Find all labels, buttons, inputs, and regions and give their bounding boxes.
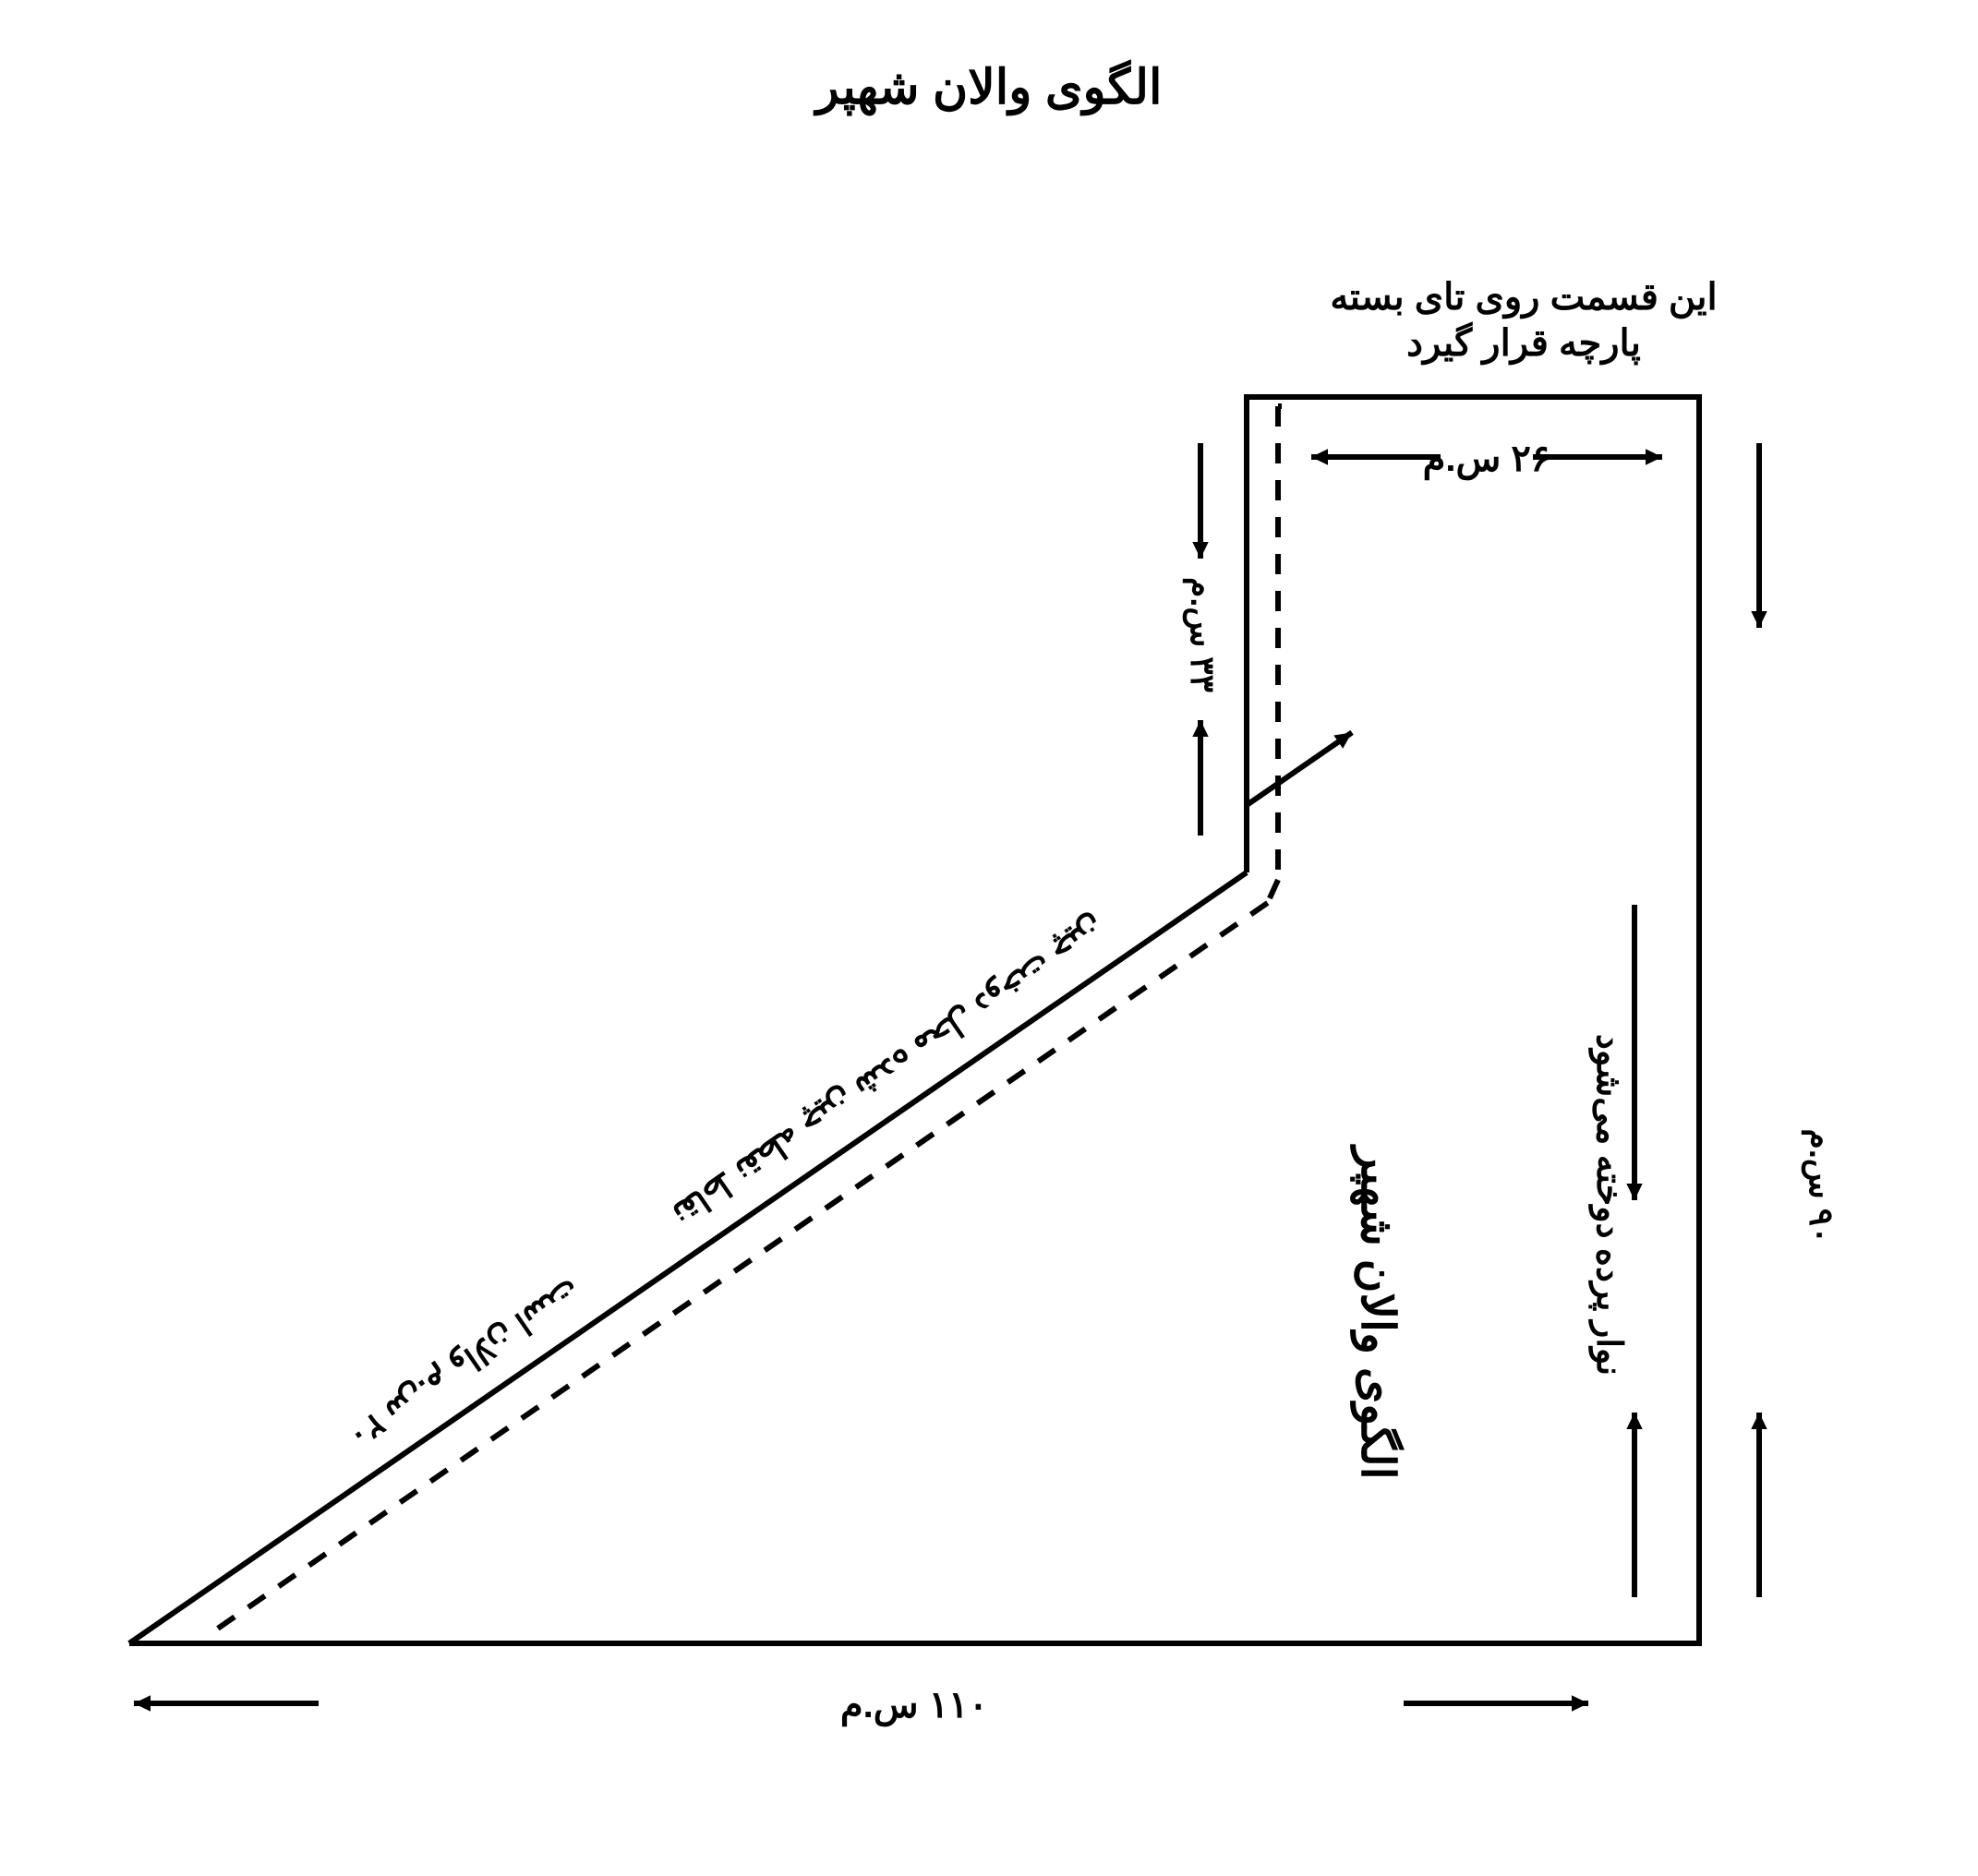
- dim-leftcol: ۳۳ س.م: [1182, 577, 1222, 692]
- dim-bottom: ۱۱۰ س.م: [840, 1685, 988, 1727]
- arrow-leftcol-up-head: [1192, 720, 1208, 737]
- label-tape: نوار پرده دوخته می‌شود: [1587, 1034, 1628, 1376]
- pattern-diagram: این قسمت روی تای بستهپارچه قرار گیرد ۱۱۰ …: [0, 0, 1978, 1876]
- arrow-right-outer-down-head: [1751, 611, 1767, 628]
- dim-right: ۹۰ س.م: [1801, 1129, 1840, 1245]
- dash-knee: [1268, 880, 1278, 903]
- dash-diagonal: [206, 903, 1268, 1637]
- fold-note-1: این قسمت روی تای بسته: [1330, 277, 1717, 319]
- fold-note-2: پارچه قرار گیرد: [1406, 321, 1641, 366]
- dim-top: ۲۶ س.م: [1423, 439, 1551, 481]
- arrow-diag-upper: [1246, 732, 1352, 806]
- arrow-top-left-head: [1311, 449, 1328, 464]
- label-center: الگوی والان شهپر: [1350, 1144, 1405, 1479]
- pattern-outline-diag: [129, 872, 1247, 1643]
- arrow-leftcol-down-head: [1192, 542, 1208, 559]
- arrow-right-inner-up-head: [1626, 1413, 1642, 1429]
- arrow-bottom-left-head: [134, 1695, 151, 1711]
- arrow-right-outer-up-head: [1751, 1413, 1767, 1429]
- label-diag-upper: نقاط نقطه چین شده محل دوخت چین: [665, 908, 1113, 1233]
- page-title: الگوی والان شهپر: [0, 60, 1978, 115]
- arrow-bottom-right-head: [1572, 1695, 1588, 1711]
- arrow-top-right-head: [1646, 449, 1662, 464]
- label-diag-lower: ۲۰ س.م والان است: [341, 1270, 587, 1458]
